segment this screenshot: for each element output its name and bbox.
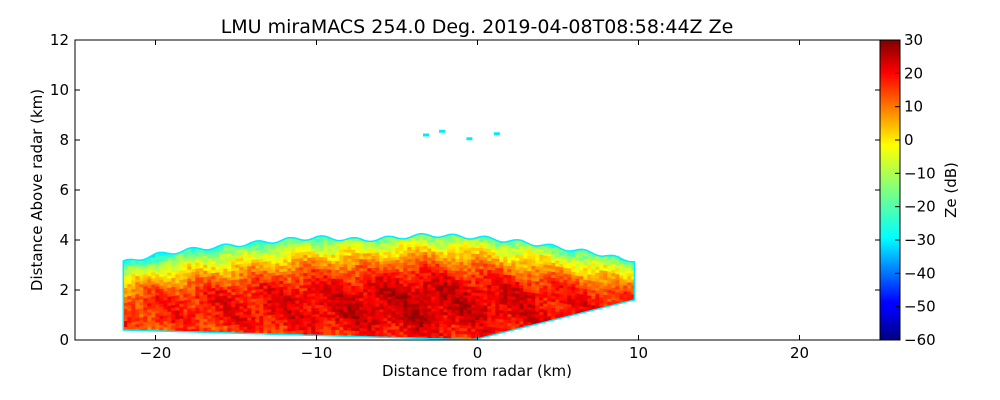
colorbar-tick-label: −40 (904, 264, 936, 282)
colorbar-tick-label: −60 (904, 331, 936, 349)
y-axis: 0 2 4 6 8 10 12 (50, 31, 880, 349)
colorbar-label: Ze (dB) (942, 162, 960, 218)
echo-cells (123, 233, 635, 340)
x-axis: −20 −10 0 10 20 (140, 40, 809, 362)
isolated-echo (422, 133, 429, 137)
chart-title: LMU miraMACS 254.0 Deg. 2019-04-08T08:58… (221, 16, 734, 38)
colorbar-tick-label: 0 (904, 131, 914, 149)
colorbar-tick-label: 10 (904, 98, 923, 116)
x-tick-label: 0 (473, 344, 483, 362)
y-tick-label: 4 (59, 231, 69, 249)
y-axis-label: Distance Above radar (km) (28, 89, 46, 291)
reflectivity-field (122, 129, 636, 340)
x-axis-label: Distance from radar (km) (382, 362, 572, 380)
y-tick-label: 8 (59, 131, 69, 149)
x-tick-label: −20 (140, 344, 172, 362)
isolated-echo (493, 132, 500, 136)
colorbar-tick-label: 30 (904, 31, 923, 49)
colorbar-tick-label: −20 (904, 198, 936, 216)
x-tick-label: −10 (301, 344, 333, 362)
colorbar-tick-label: −10 (904, 164, 936, 182)
y-tick-label: 12 (50, 31, 69, 49)
colorbar-tick-label: −50 (904, 298, 936, 316)
y-tick-label: 0 (59, 331, 69, 349)
x-tick-label: 20 (790, 344, 809, 362)
y-tick-label: 10 (50, 81, 69, 99)
y-tick-label: 2 (59, 281, 69, 299)
colorbar-tick-label: 20 (904, 64, 923, 82)
echo-top-edge (122, 232, 636, 340)
colorbar (879, 39, 901, 341)
colorbar-ticks: 30 20 10 0 −10 −20 −30 −40 −50 −60 (895, 31, 936, 349)
y-tick-label: 6 (59, 181, 69, 199)
colorbar-tick-label: −30 (904, 231, 936, 249)
isolated-echo (466, 137, 473, 141)
isolated-echo (439, 129, 446, 133)
x-tick-label: 10 (629, 344, 648, 362)
